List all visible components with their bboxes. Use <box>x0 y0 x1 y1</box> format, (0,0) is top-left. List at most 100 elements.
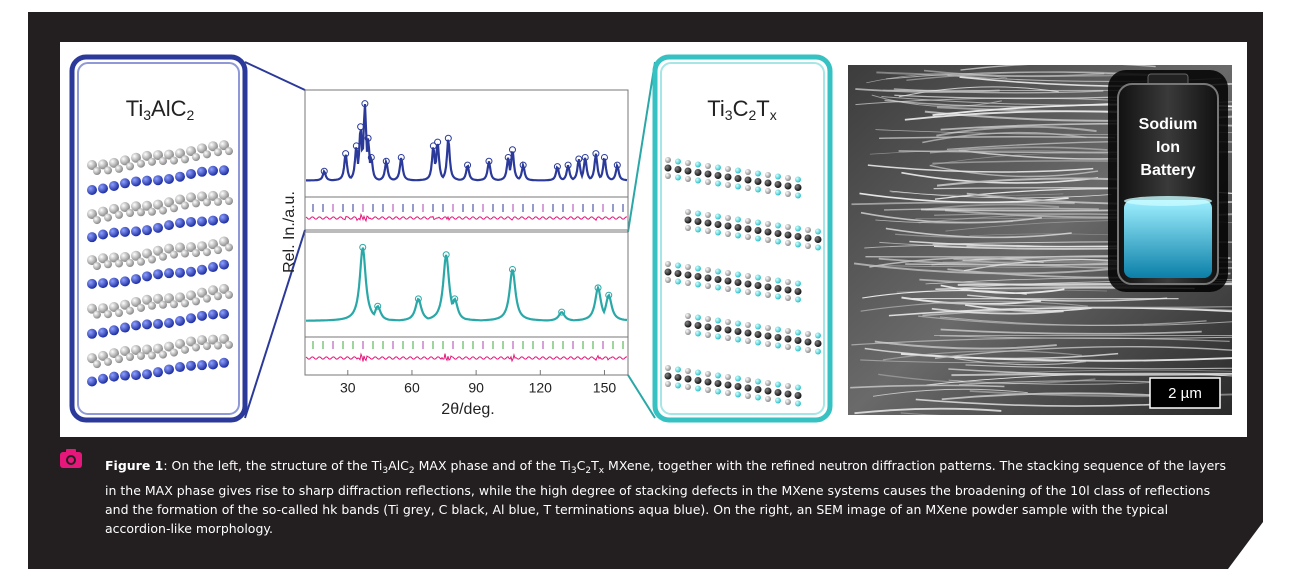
atom <box>715 276 722 283</box>
atom <box>197 265 207 275</box>
atom <box>795 392 802 399</box>
atom <box>725 382 732 389</box>
atom <box>126 209 134 217</box>
atom <box>695 386 701 392</box>
atom <box>715 221 722 228</box>
atom <box>725 215 731 221</box>
atom <box>715 269 721 275</box>
atom <box>755 340 761 346</box>
atom <box>725 278 732 285</box>
atom <box>685 384 691 390</box>
atom <box>214 342 222 350</box>
atom <box>148 255 156 263</box>
atom <box>87 279 97 289</box>
atom <box>98 278 108 288</box>
atom <box>675 263 681 269</box>
atom <box>755 220 761 226</box>
atom <box>735 376 741 382</box>
atom <box>115 165 123 173</box>
atom <box>715 165 721 171</box>
atom <box>192 249 200 257</box>
atom <box>705 179 711 185</box>
atom <box>675 270 682 277</box>
atom <box>170 204 178 212</box>
atom <box>775 285 782 292</box>
atom <box>715 373 721 379</box>
atom <box>685 321 692 328</box>
atom <box>775 389 782 396</box>
atom <box>705 371 711 377</box>
atom <box>148 158 156 166</box>
atom <box>109 278 119 288</box>
atom <box>208 309 218 319</box>
atom <box>715 318 721 324</box>
atom <box>120 323 130 333</box>
atom <box>126 307 134 315</box>
atom <box>203 248 211 256</box>
atom <box>675 279 681 285</box>
atom <box>775 278 781 284</box>
atom <box>170 349 178 357</box>
atom <box>765 333 772 340</box>
atom <box>170 157 178 165</box>
atom <box>715 214 721 220</box>
atom <box>159 207 167 215</box>
atom <box>685 329 691 335</box>
atom <box>197 167 207 177</box>
atom <box>705 228 711 234</box>
atom <box>795 346 801 352</box>
atom <box>131 370 141 380</box>
atom <box>755 324 761 330</box>
atom <box>219 214 229 224</box>
atom <box>745 289 751 295</box>
atom <box>795 288 802 295</box>
atom <box>735 217 741 223</box>
atom <box>126 353 134 361</box>
atom <box>153 319 163 329</box>
atom <box>109 181 119 191</box>
atom <box>98 328 108 338</box>
atom <box>795 233 802 240</box>
atom <box>785 287 792 294</box>
atom <box>795 242 801 248</box>
atom <box>745 338 751 344</box>
atom <box>93 216 101 224</box>
atom <box>175 268 185 278</box>
atom <box>164 220 174 230</box>
atom <box>685 225 691 231</box>
atom <box>725 374 731 380</box>
atom <box>142 176 152 186</box>
atom <box>785 328 791 334</box>
atom <box>115 355 123 363</box>
atom <box>104 166 112 174</box>
atom <box>695 273 702 280</box>
atom <box>715 285 721 291</box>
atom <box>735 321 741 327</box>
atom <box>705 332 711 338</box>
atom <box>725 231 731 237</box>
atom <box>675 374 682 381</box>
atom <box>795 184 802 191</box>
atom <box>775 223 781 229</box>
atom <box>219 260 229 270</box>
atom <box>765 188 771 194</box>
atom <box>765 396 771 402</box>
atom <box>208 359 218 369</box>
atom <box>120 276 130 286</box>
atom <box>164 174 174 184</box>
atom <box>214 292 222 300</box>
x-tick-label: 90 <box>468 380 484 396</box>
atom <box>186 267 196 277</box>
camera-icon <box>66 449 76 454</box>
atom <box>735 392 741 398</box>
x-axis-label: 2θ/deg. <box>441 401 494 418</box>
atom <box>192 297 200 305</box>
atom <box>755 282 762 289</box>
atom <box>181 346 189 354</box>
atom <box>685 264 691 270</box>
atom <box>219 309 229 319</box>
caption: Figure 1: On the left, the structure of … <box>105 456 1235 538</box>
atom <box>765 180 772 187</box>
atom <box>104 260 112 268</box>
atom <box>755 386 762 393</box>
